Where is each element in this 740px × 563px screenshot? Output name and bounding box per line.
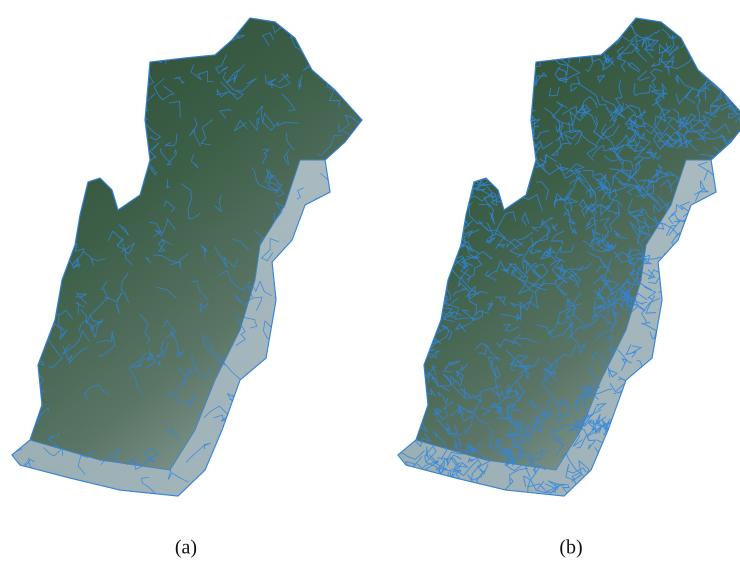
panel-label: (a): [175, 537, 197, 559]
figure: (a) (b): [0, 0, 740, 563]
panel-label: (b): [559, 537, 582, 559]
map-panel-b: [377, 0, 740, 518]
map-panel-a: [4, 1, 376, 520]
region-fill: [398, 18, 740, 496]
region-fill: [12, 18, 362, 496]
